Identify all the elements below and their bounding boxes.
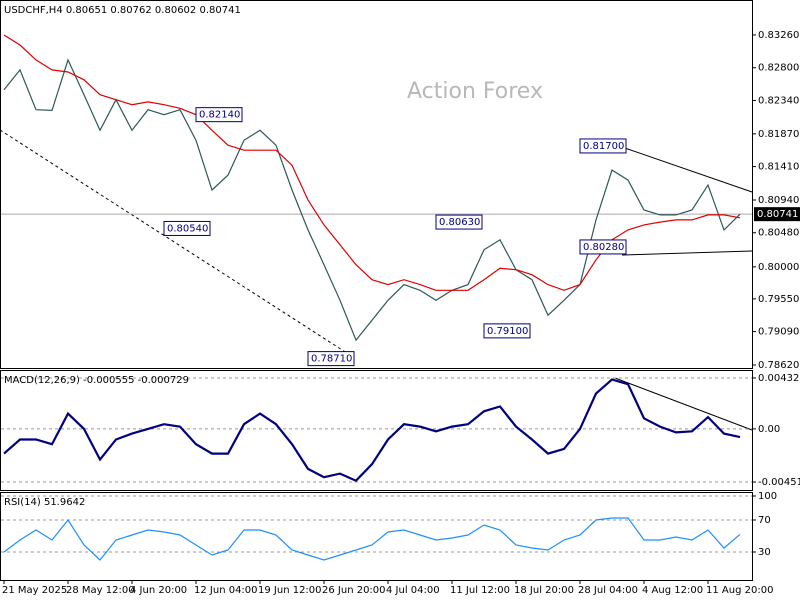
y-tick-label: 70	[758, 515, 771, 526]
y-tick-label: 0.80940	[758, 195, 799, 206]
y-tick-label: 0.82340	[758, 95, 799, 106]
x-tick-label: 28 May 12:00	[66, 585, 135, 596]
annotation-box	[163, 220, 211, 236]
annotation-box	[483, 323, 531, 339]
x-tick-label: 18 Jul 20:00	[514, 585, 574, 596]
price-panel	[0, 0, 753, 369]
x-tick-label: 11 Aug 20:00	[706, 585, 773, 596]
y-tick-label: 0.81410	[758, 162, 799, 173]
y-tick-label: 0.82800	[758, 63, 799, 74]
annotation-box	[195, 107, 243, 123]
x-tick-label: 12 Jun 04:00	[194, 585, 258, 596]
annotation-label: 0.81700	[583, 141, 624, 152]
annotation-box	[579, 239, 627, 255]
y-tick-label: 0.004325	[758, 373, 800, 384]
annotation-box	[307, 351, 355, 367]
rsi-title: RSI(14) 51.9642	[4, 497, 85, 508]
annotation-label: 0.82140	[199, 110, 240, 121]
y-tick-label: 0.80480	[758, 228, 799, 239]
y-tick-label: 100	[758, 491, 777, 502]
y-tick-label: 0.78620	[758, 360, 799, 371]
rsi-panel	[0, 492, 753, 581]
y-tick-label: 0.80000	[758, 262, 799, 273]
x-tick-label: 26 Jun 20:00	[322, 585, 386, 596]
y-tick-label: 0.81870	[758, 129, 799, 140]
trend-line	[614, 377, 753, 431]
series-line	[3, 378, 741, 483]
price-title: USDCHF,H4 0.80651 0.80762 0.80602 0.8074…	[4, 5, 241, 16]
annotation-label: 0.80630	[439, 217, 480, 228]
x-tick-label: 4 Jul 04:00	[386, 585, 440, 596]
watermark: Action Forex	[407, 79, 543, 104]
y-tick-label: 30	[758, 547, 771, 558]
y-tick-label: 0.79550	[758, 294, 799, 305]
annotation-label: 0.80540	[167, 223, 208, 234]
trend-line	[621, 146, 753, 193]
x-tick-label: 28 Jul 04:00	[578, 585, 638, 596]
macd-title: MACD(12,26,9) -0.000555 -0.000729	[4, 375, 189, 386]
x-tick-label: 21 May 2025	[2, 585, 67, 596]
x-tick-label: 19 Jun 12:00	[258, 585, 322, 596]
annotation-label: 0.78710	[311, 354, 352, 365]
annotation-box	[435, 214, 483, 230]
y-tick-label: 0.00	[758, 424, 780, 435]
annotation-label: 0.79100	[487, 326, 528, 337]
annotation-label: 0.80280	[583, 242, 624, 253]
y-tick-label: 0.79090	[758, 327, 799, 338]
series-line	[3, 517, 741, 561]
trend-line	[0, 129, 351, 356]
y-tick-label: 0.83260	[758, 30, 799, 41]
x-tick-label: 4 Jun 20:00	[130, 585, 187, 596]
x-tick-label: 11 Jul 12:00	[450, 585, 510, 596]
last-price-box	[754, 207, 800, 222]
annotation-box	[579, 138, 627, 154]
trend-line	[621, 250, 753, 256]
last-price-label: 0.80741	[757, 209, 798, 220]
series-line	[3, 34, 741, 291]
series-line	[3, 58, 741, 342]
macd-panel	[0, 370, 753, 491]
x-tick-label: 4 Aug 12:00	[642, 585, 703, 596]
